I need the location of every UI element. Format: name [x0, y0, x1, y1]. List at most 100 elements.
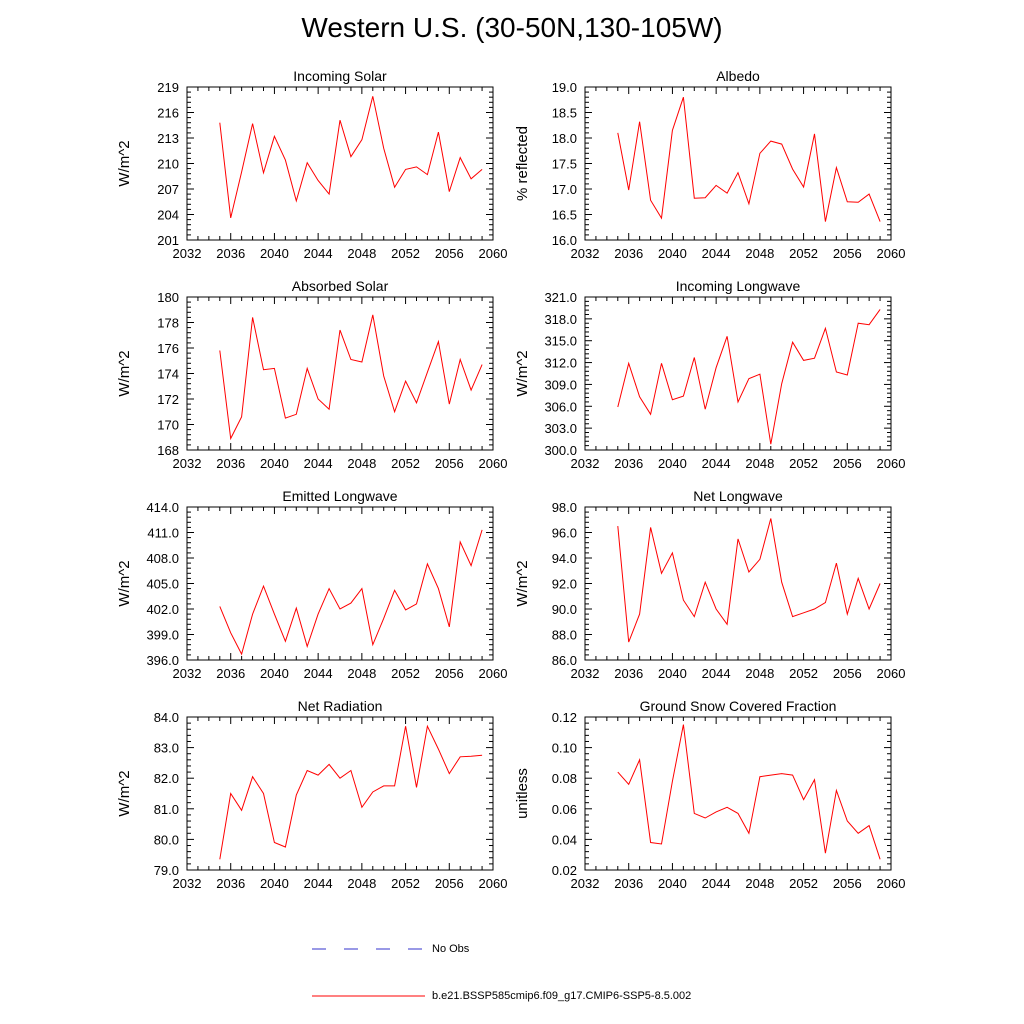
y-tick-label: 396.0	[146, 653, 179, 668]
x-tick-label: 2040	[260, 876, 289, 891]
y-axis-label: % reflected	[514, 126, 531, 201]
x-tick-label: 2056	[435, 666, 464, 681]
panel-ground-snow-covered-fraction: Ground Snow Covered Fraction unitless 2032…	[514, 698, 905, 891]
x-tick-label: 2040	[658, 666, 687, 681]
y-tick-label: 213	[157, 131, 179, 146]
y-tick-label: 174	[157, 367, 179, 382]
x-tick-label: 2056	[833, 456, 862, 471]
panel-title: Ground Snow Covered Fraction	[640, 698, 837, 714]
series-line	[617, 518, 881, 643]
x-tick-label: 2032	[173, 666, 202, 681]
x-tick-label: 2044	[702, 666, 731, 681]
x-tick-label: 2044	[702, 456, 731, 471]
x-tick-label: 2048	[745, 246, 774, 261]
y-tick-label: 168	[157, 443, 179, 458]
y-tick-label: 19.0	[552, 80, 577, 95]
series-line	[219, 529, 483, 656]
y-axis-label: W/m^2	[514, 350, 531, 396]
y-tick-label: 16.0	[552, 233, 577, 248]
y-tick-label: 312.0	[544, 356, 577, 371]
y-tick-label: 408.0	[146, 551, 179, 566]
y-tick-label: 88.0	[552, 628, 577, 643]
y-tick-label: 17.5	[552, 157, 577, 172]
y-axis-label: W/m^2	[116, 770, 133, 816]
x-tick-label: 2060	[479, 666, 508, 681]
x-tick-label: 2044	[304, 456, 333, 471]
y-tick-label: 201	[157, 233, 179, 248]
panel-title: Albedo	[716, 68, 760, 84]
panel-emitted-longwave: Emitted Longwave W/m^2 2032 2036 2040 2044 204…	[116, 488, 507, 681]
x-tick-label: 2052	[789, 456, 818, 471]
y-tick-label: 18.5	[552, 106, 577, 121]
y-tick-label: 219	[157, 80, 179, 95]
y-tick-label: 94.0	[552, 551, 577, 566]
panel-title: Net Radiation	[298, 698, 383, 714]
series-line	[219, 314, 483, 441]
x-tick-label: 2048	[745, 876, 774, 891]
panel-albedo: Albedo % reflected 2032 2036 2040 2044 2048 205…	[514, 68, 905, 261]
x-tick-label: 2036	[216, 666, 245, 681]
y-tick-label: 318.0	[544, 312, 577, 327]
y-tick-label: 176	[157, 341, 179, 356]
y-tick-label: 0.12	[552, 710, 577, 725]
panel-incoming-solar: Incoming Solar W/m^2 2032 2036 2040 2044 2048 2…	[116, 68, 507, 261]
y-tick-label: 17.0	[552, 182, 577, 197]
panel-net-longwave: Net Longwave W/m^2 2032 2036 2040 2044 2048 205…	[514, 488, 905, 681]
x-tick-label: 2048	[745, 456, 774, 471]
x-tick-label: 2036	[216, 456, 245, 471]
y-tick-label: 16.5	[552, 208, 577, 223]
series-line	[617, 97, 881, 222]
x-tick-label: 2036	[614, 246, 643, 261]
x-tick-label: 2044	[304, 246, 333, 261]
y-tick-label: 0.08	[552, 771, 577, 786]
y-tick-label: 79.0	[154, 863, 179, 878]
y-axis-label: W/m^2	[116, 560, 133, 606]
y-tick-label: 0.10	[552, 741, 577, 756]
y-tick-label: 402.0	[146, 602, 179, 617]
panel-title: Absorbed Solar	[292, 278, 389, 294]
y-tick-label: 210	[157, 157, 179, 172]
y-tick-label: 207	[157, 182, 179, 197]
x-tick-label: 2032	[173, 456, 202, 471]
x-tick-label: 2048	[347, 666, 376, 681]
series-line	[219, 96, 483, 219]
y-tick-label: 300.0	[544, 443, 577, 458]
x-tick-label: 2060	[479, 876, 508, 891]
y-tick-label: 204	[157, 208, 179, 223]
plot-frame	[584, 296, 892, 451]
x-tick-label: 2032	[571, 876, 600, 891]
panel-title: Incoming Solar	[293, 68, 387, 84]
y-tick-label: 0.06	[552, 802, 577, 817]
series-line	[617, 724, 881, 860]
x-tick-label: 2056	[435, 456, 464, 471]
panel-net-radiation: Net Radiation W/m^2 2032 2036 2040 2044 2048 20…	[116, 698, 507, 891]
panel-incoming-longwave: Incoming Longwave W/m^2 2032 2036 2040 2044 20…	[514, 278, 905, 471]
x-tick-label: 2060	[479, 456, 508, 471]
x-tick-label: 2040	[658, 246, 687, 261]
x-tick-label: 2056	[435, 246, 464, 261]
y-tick-label: 216	[157, 106, 179, 121]
y-tick-label: 411.0	[147, 526, 179, 541]
x-tick-label: 2056	[833, 246, 862, 261]
y-tick-label: 98.0	[552, 500, 577, 515]
x-tick-label: 2044	[304, 876, 333, 891]
series-line	[617, 309, 881, 445]
y-tick-label: 315.0	[544, 334, 577, 349]
x-tick-label: 2044	[702, 246, 731, 261]
x-tick-label: 2048	[347, 246, 376, 261]
y-tick-label: 180	[157, 290, 179, 305]
x-tick-label: 2036	[216, 246, 245, 261]
x-tick-label: 2052	[789, 666, 818, 681]
y-tick-label: 170	[157, 418, 179, 433]
x-tick-label: 2040	[260, 666, 289, 681]
x-tick-label: 2060	[479, 246, 508, 261]
plot-frame	[186, 86, 494, 241]
x-tick-label: 2060	[877, 876, 906, 891]
x-tick-label: 2032	[571, 246, 600, 261]
y-tick-label: 92.0	[552, 577, 577, 592]
x-tick-label: 2048	[347, 456, 376, 471]
x-tick-label: 2056	[833, 666, 862, 681]
panel-title: Incoming Longwave	[676, 278, 801, 294]
x-tick-label: 2032	[571, 666, 600, 681]
